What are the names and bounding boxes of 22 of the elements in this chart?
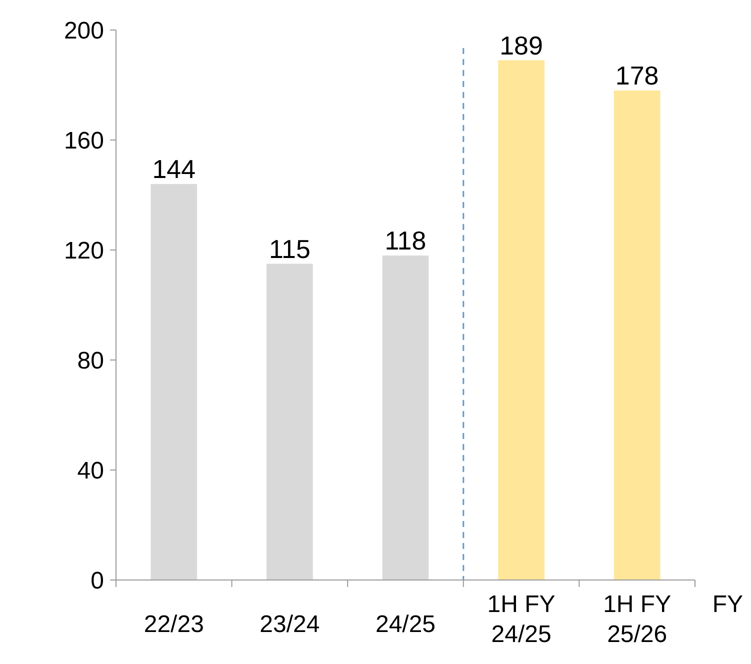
text: FY bbox=[712, 591, 743, 618]
data-label: 115 bbox=[268, 234, 310, 264]
data-label: 189 bbox=[500, 30, 543, 60]
data-label: 118 bbox=[384, 226, 426, 256]
y-tick-label: 160 bbox=[64, 127, 104, 154]
x-tick-label: 23/24 bbox=[260, 611, 320, 638]
bar bbox=[266, 264, 313, 580]
y-tick-label: 80 bbox=[77, 347, 104, 374]
bar bbox=[150, 184, 198, 580]
y-tick-label: 40 bbox=[77, 457, 104, 484]
bar bbox=[498, 60, 544, 580]
y-tick-label: 0 bbox=[90, 567, 104, 594]
data-label: 144 bbox=[152, 154, 196, 184]
x-tick-label: 24/25 bbox=[375, 611, 436, 638]
data-label: 178 bbox=[615, 60, 659, 90]
x-tick-label: 1H FY 24/25 bbox=[487, 591, 556, 648]
y-tick-label: 200 bbox=[64, 17, 104, 44]
bar bbox=[382, 256, 429, 580]
bar bbox=[614, 90, 660, 580]
x-tick-label: 1H FY 25/26 bbox=[603, 591, 672, 648]
y-tick-label: 120 bbox=[64, 237, 104, 264]
x-tick-label: 22/23 bbox=[144, 611, 204, 638]
